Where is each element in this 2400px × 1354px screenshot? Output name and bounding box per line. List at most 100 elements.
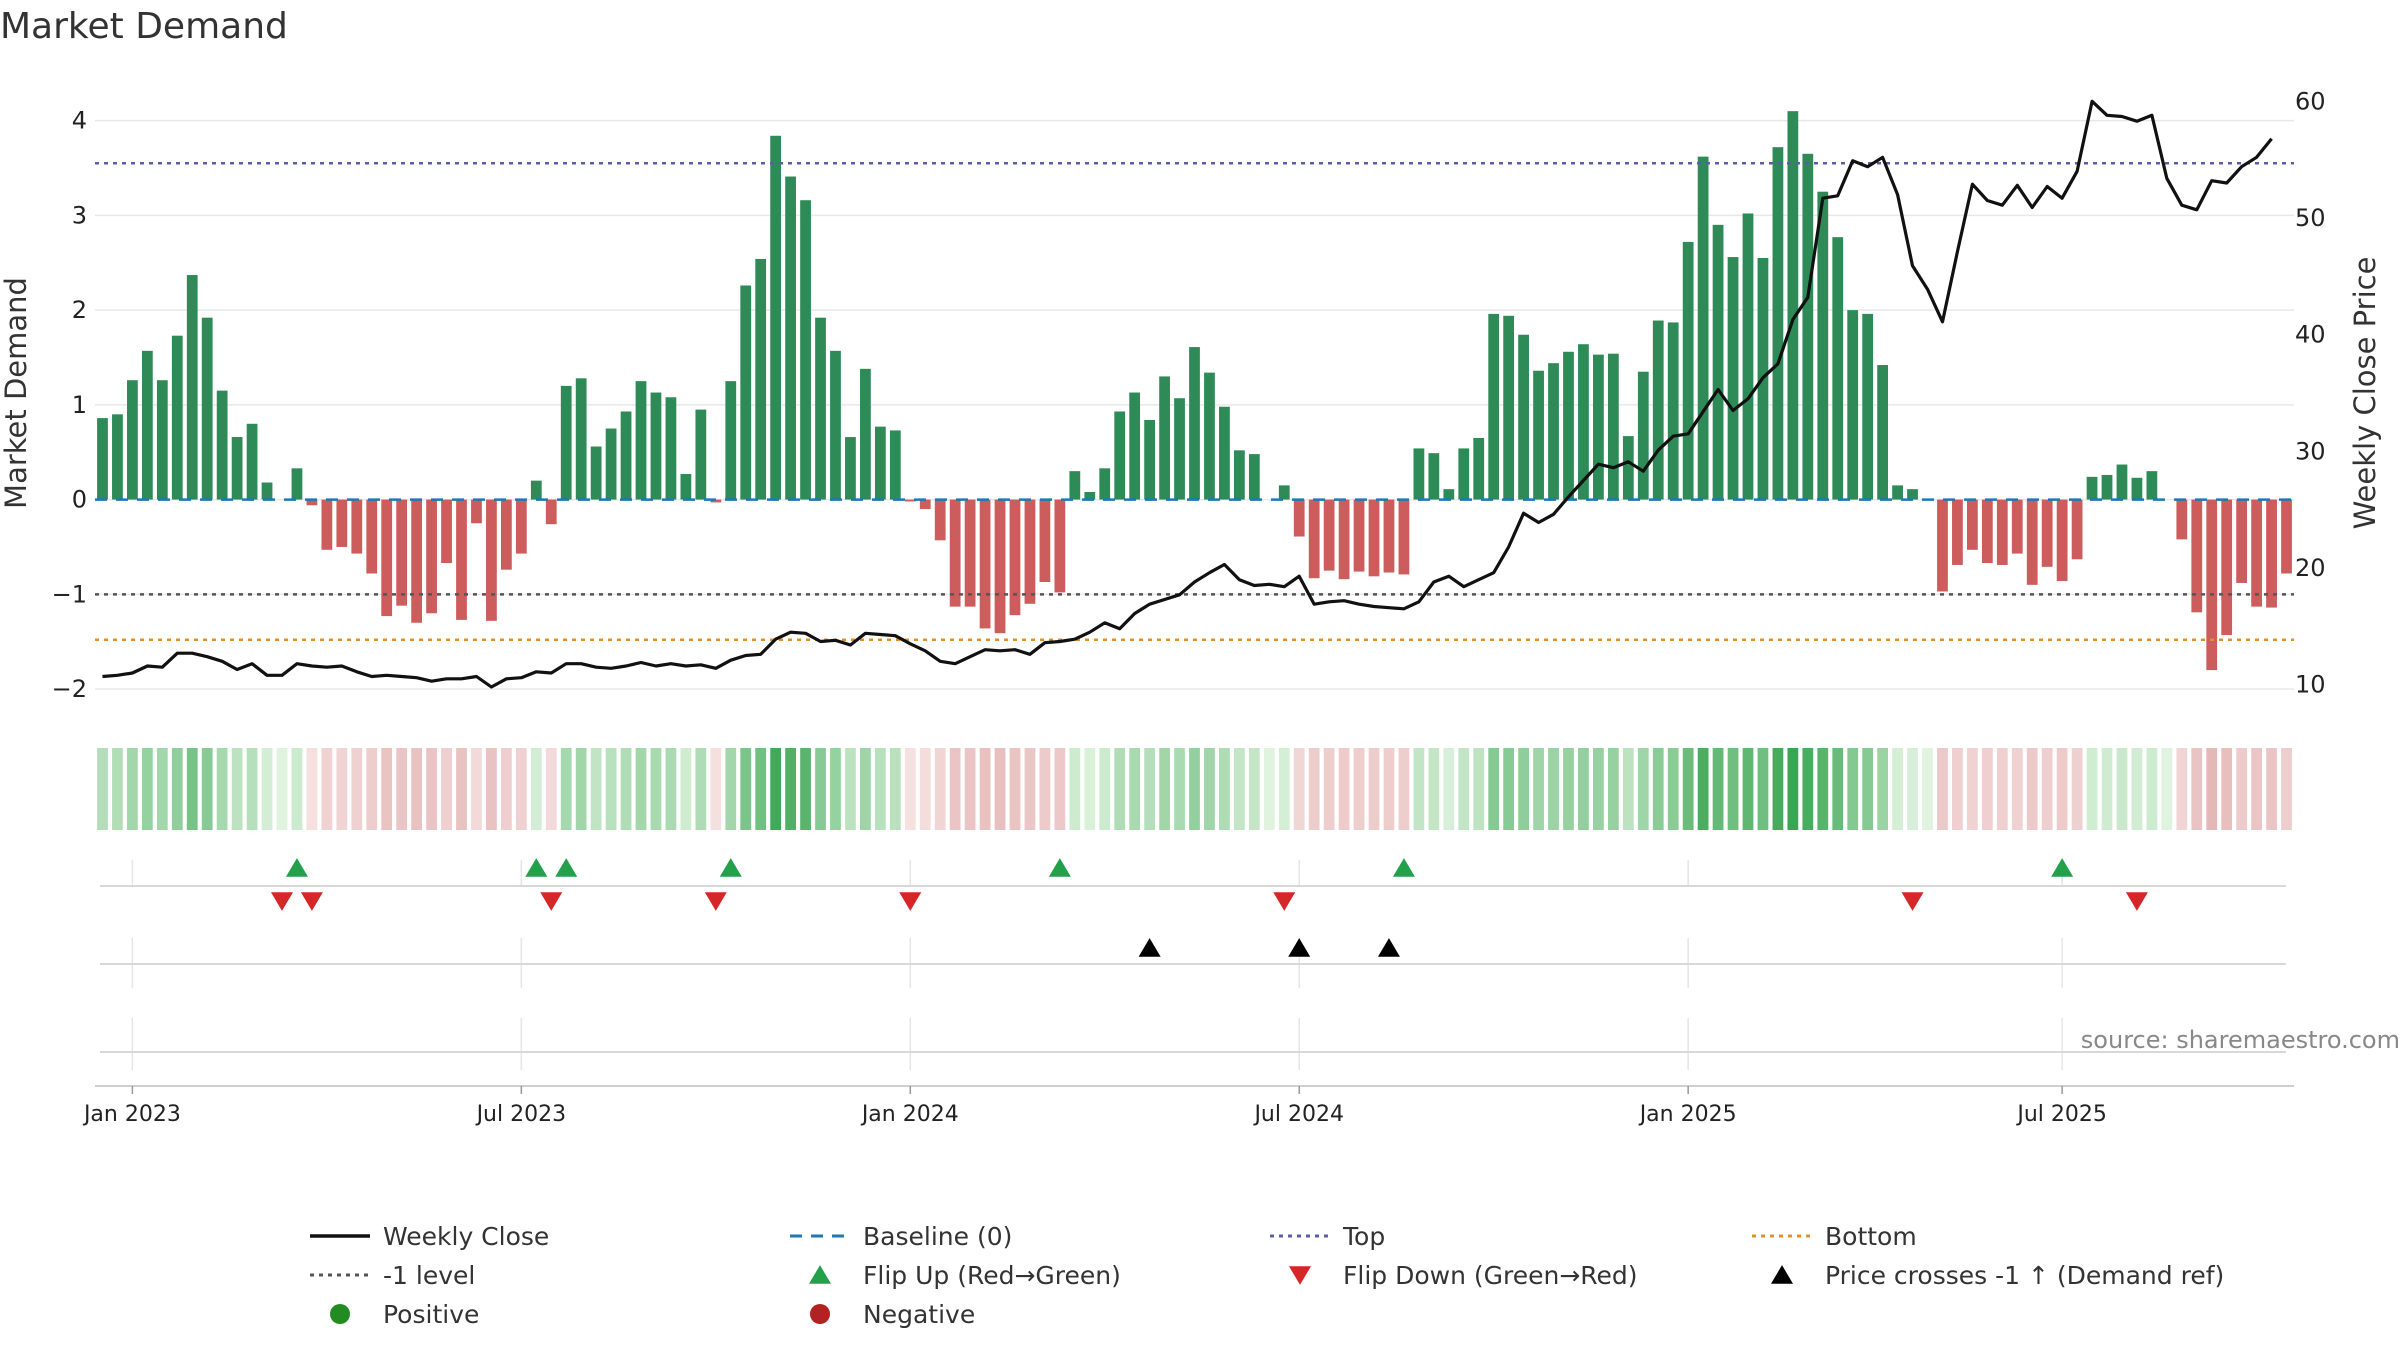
heat-cell — [695, 748, 707, 830]
y-tick-label: 0 — [72, 486, 87, 514]
demand-bar — [1862, 313, 1874, 500]
signal-markers — [100, 858, 2286, 1070]
heat-cell — [994, 748, 1006, 830]
demand-bar — [1144, 420, 1156, 500]
demand-bar — [201, 317, 213, 500]
demand-bar — [1847, 310, 1859, 500]
heat-cell — [141, 748, 153, 830]
demand-bar — [1907, 489, 1918, 500]
reference-lines — [95, 162, 2294, 642]
heat-cell — [1428, 748, 1440, 830]
heat-cell — [1637, 748, 1649, 830]
demand-bar — [1219, 406, 1230, 500]
heat-cell — [1817, 748, 1829, 830]
heat-cell — [919, 748, 931, 830]
demand-bar — [246, 423, 258, 500]
heat-cell — [2041, 748, 2053, 830]
flip-down-marker — [540, 892, 563, 911]
legend-price-cross: Price crosses -1 ↑ (Demand ref) — [1825, 1261, 2224, 1290]
heat-cell — [1248, 748, 1260, 830]
demand-bar — [2041, 499, 2053, 567]
demand-bar — [2116, 464, 2128, 500]
x-tick-label: Jul 2023 — [475, 1102, 567, 1127]
heat-cell — [1263, 748, 1275, 830]
heat-cell — [515, 748, 527, 830]
legend-cross-icon — [1771, 1265, 1793, 1284]
demand-bar — [889, 430, 901, 500]
heat-cell — [1937, 748, 1948, 830]
heat-cell — [740, 748, 752, 830]
flip-up-marker — [285, 858, 308, 877]
legend-flip-up: Flip Up (Red→Green) — [863, 1261, 1121, 1290]
heat-cell — [1473, 748, 1485, 830]
heat-cell — [1099, 748, 1111, 830]
demand-bar — [1712, 224, 1724, 500]
heat-cell — [1712, 748, 1724, 830]
heat-cell — [680, 748, 692, 830]
heat-cell — [755, 748, 767, 830]
demand-bar — [1697, 156, 1709, 500]
demand-bar — [1129, 392, 1141, 500]
demand-bar — [1667, 322, 1679, 500]
flip-up-marker — [719, 858, 742, 877]
heat-cell — [530, 748, 542, 830]
heat-cell — [2281, 748, 2292, 830]
legend-top: Top — [1342, 1222, 1385, 1251]
demand-bar — [1563, 351, 1574, 500]
demand-bar — [1727, 257, 1739, 500]
demand-bar — [2071, 499, 2083, 560]
heat-cell — [874, 748, 886, 830]
flip-up-marker — [2051, 858, 2074, 877]
demand-bar — [1069, 471, 1081, 500]
legend-negative: Negative — [863, 1300, 975, 1329]
heat-cell — [2206, 748, 2218, 830]
demand-bar — [97, 418, 108, 500]
heat-cell — [1593, 748, 1604, 830]
heat-cell — [2116, 748, 2128, 830]
demand-bar — [830, 350, 841, 500]
demand-bar — [590, 446, 602, 500]
demand-bar — [2101, 474, 2113, 500]
demand-bar — [1039, 499, 1051, 582]
heat-cell — [1548, 748, 1559, 830]
heat-cell — [1413, 748, 1425, 830]
demand-bar — [665, 397, 677, 500]
heat-cell — [276, 748, 288, 830]
heat-cell — [2146, 748, 2158, 830]
demand-bar — [860, 368, 871, 500]
heat-cell — [1219, 748, 1230, 830]
heat-cell — [1981, 748, 1993, 830]
x-tick-label: Jan 2024 — [860, 1102, 959, 1127]
demand-bar — [1488, 313, 1500, 500]
demand-bar — [231, 437, 243, 500]
heat-cell — [486, 748, 497, 830]
demand-bar — [740, 285, 752, 500]
source-label: source: sharemaestro.com — [2081, 1026, 2400, 1054]
legend-flip-up-icon — [809, 1265, 831, 1284]
heat-cell — [1204, 748, 1215, 830]
demand-bar — [1248, 454, 1260, 500]
heat-cell — [1129, 748, 1141, 830]
demand-bar — [1787, 111, 1799, 500]
price-cross-marker — [1377, 938, 1400, 957]
demand-bar — [1398, 499, 1410, 575]
demand-bar — [620, 411, 632, 500]
demand-bar — [336, 499, 348, 547]
heat-cell — [1563, 748, 1574, 830]
flip-down-marker — [1273, 892, 1296, 911]
demand-bar — [456, 499, 467, 620]
y2-tick-label: 40 — [2295, 321, 2326, 349]
demand-bar — [2191, 499, 2203, 613]
x-tick-label: Jan 2025 — [1638, 1102, 1737, 1127]
demand-bar — [141, 350, 153, 500]
heat-cell — [396, 748, 408, 830]
heat-cell — [2071, 748, 2083, 830]
y2-tick-label: 60 — [2295, 87, 2326, 115]
heat-cell — [2161, 748, 2173, 830]
demand-bar — [1518, 334, 1529, 500]
heat-cell — [97, 748, 108, 830]
heat-cell — [1174, 748, 1185, 830]
demand-bar — [560, 385, 572, 500]
demand-bar — [396, 499, 408, 606]
